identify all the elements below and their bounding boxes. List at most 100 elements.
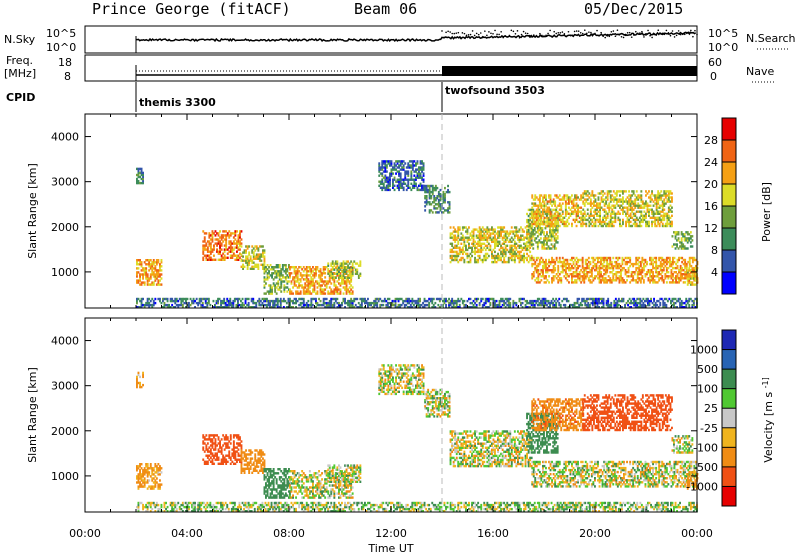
- power-cell: [618, 271, 621, 274]
- power-cell: [693, 258, 696, 262]
- power-cell: [145, 267, 148, 270]
- power-cell: [463, 299, 466, 303]
- power-cell: [350, 288, 353, 291]
- power-cell: [374, 303, 377, 307]
- power-cell: [553, 208, 556, 212]
- power-cell: [601, 279, 604, 282]
- power-cell: [646, 273, 648, 276]
- power-cell: [629, 216, 632, 219]
- power-cell: [504, 248, 507, 252]
- power-cell: [622, 190, 624, 193]
- power-cell: [347, 280, 349, 283]
- power-cell: [381, 162, 384, 165]
- power-cell: [286, 290, 289, 293]
- power-cell: [536, 299, 539, 303]
- power-cell: [610, 281, 613, 284]
- power-cell: [406, 306, 409, 309]
- power-cell: [213, 232, 215, 235]
- power-cell: [455, 254, 458, 258]
- power-cell: [546, 247, 548, 250]
- power-cell: [590, 271, 593, 274]
- power-cell: [322, 266, 325, 269]
- power-cell: [572, 273, 575, 276]
- power-cell: [393, 162, 396, 165]
- power-cell: [353, 266, 356, 269]
- power-cell: [657, 206, 660, 209]
- power-cell: [535, 208, 538, 211]
- power-cell: [512, 250, 515, 254]
- power-cell: [145, 277, 148, 280]
- power-cell: [584, 258, 587, 262]
- power-cell: [263, 257, 266, 260]
- power-cell: [328, 272, 331, 275]
- power-cell: [495, 256, 498, 260]
- power-cell: [289, 272, 291, 275]
- power-cell: [468, 236, 470, 239]
- power-cell: [552, 200, 555, 203]
- power-cell: [506, 236, 509, 239]
- power-cell: [546, 220, 549, 224]
- power-cell: [577, 206, 579, 209]
- power-cell: [468, 254, 470, 258]
- power-cell: [263, 297, 265, 301]
- power-cell: [497, 244, 499, 247]
- power-cell: [551, 224, 553, 228]
- power-cell: [607, 279, 610, 282]
- power-cell: [504, 246, 507, 249]
- power-cell: [416, 186, 419, 189]
- power-cell: [296, 270, 299, 273]
- power-cell: [534, 279, 537, 282]
- power-cell: [278, 274, 281, 277]
- power-cell: [618, 277, 621, 280]
- power-cell: [530, 239, 533, 242]
- power-cell: [543, 222, 546, 226]
- power-cell: [609, 214, 612, 217]
- power-cell: [684, 260, 687, 264]
- power-cell: [480, 234, 483, 237]
- power-cell: [578, 264, 581, 268]
- power-cell: [345, 270, 348, 273]
- power-cell: [257, 263, 260, 266]
- power-cell: [376, 297, 379, 301]
- power-cell: [513, 240, 516, 243]
- power-cell: [521, 248, 524, 252]
- power-cell: [531, 206, 534, 209]
- power-cell: [298, 286, 301, 289]
- power-cell: [154, 261, 157, 264]
- power-cell: [290, 272, 293, 275]
- power-cell: [667, 196, 670, 199]
- power-cell: [498, 299, 501, 303]
- power-cell: [330, 292, 333, 295]
- power-cell: [652, 264, 654, 268]
- power-cell: [547, 299, 550, 303]
- power-cell: [220, 244, 223, 247]
- power-cell: [160, 277, 163, 280]
- power-cell: [679, 271, 682, 274]
- power-cell: [444, 197, 446, 200]
- power-cell: [336, 272, 339, 275]
- power-cell: [295, 270, 297, 273]
- power-cell: [336, 301, 339, 305]
- power-cell: [494, 242, 496, 245]
- power-cell: [667, 198, 670, 201]
- power-cell: [324, 297, 327, 301]
- power-cell: [539, 237, 542, 240]
- power-cell: [286, 282, 289, 285]
- power-cell: [615, 192, 618, 195]
- power-cell: [545, 266, 547, 270]
- power-cell: [649, 273, 651, 276]
- power-cell: [229, 303, 232, 307]
- power-cell: [252, 301, 255, 305]
- power-cell: [654, 218, 657, 222]
- power-cell: [656, 264, 659, 268]
- power-cell: [540, 256, 543, 260]
- power-cell: [484, 299, 487, 303]
- power-cell: [293, 284, 296, 287]
- power-cell: [310, 284, 313, 287]
- power-cell: [683, 233, 686, 236]
- power-cell: [643, 214, 646, 217]
- power-cell: [245, 249, 247, 252]
- power-cell: [461, 236, 464, 239]
- power-cell: [145, 301, 148, 305]
